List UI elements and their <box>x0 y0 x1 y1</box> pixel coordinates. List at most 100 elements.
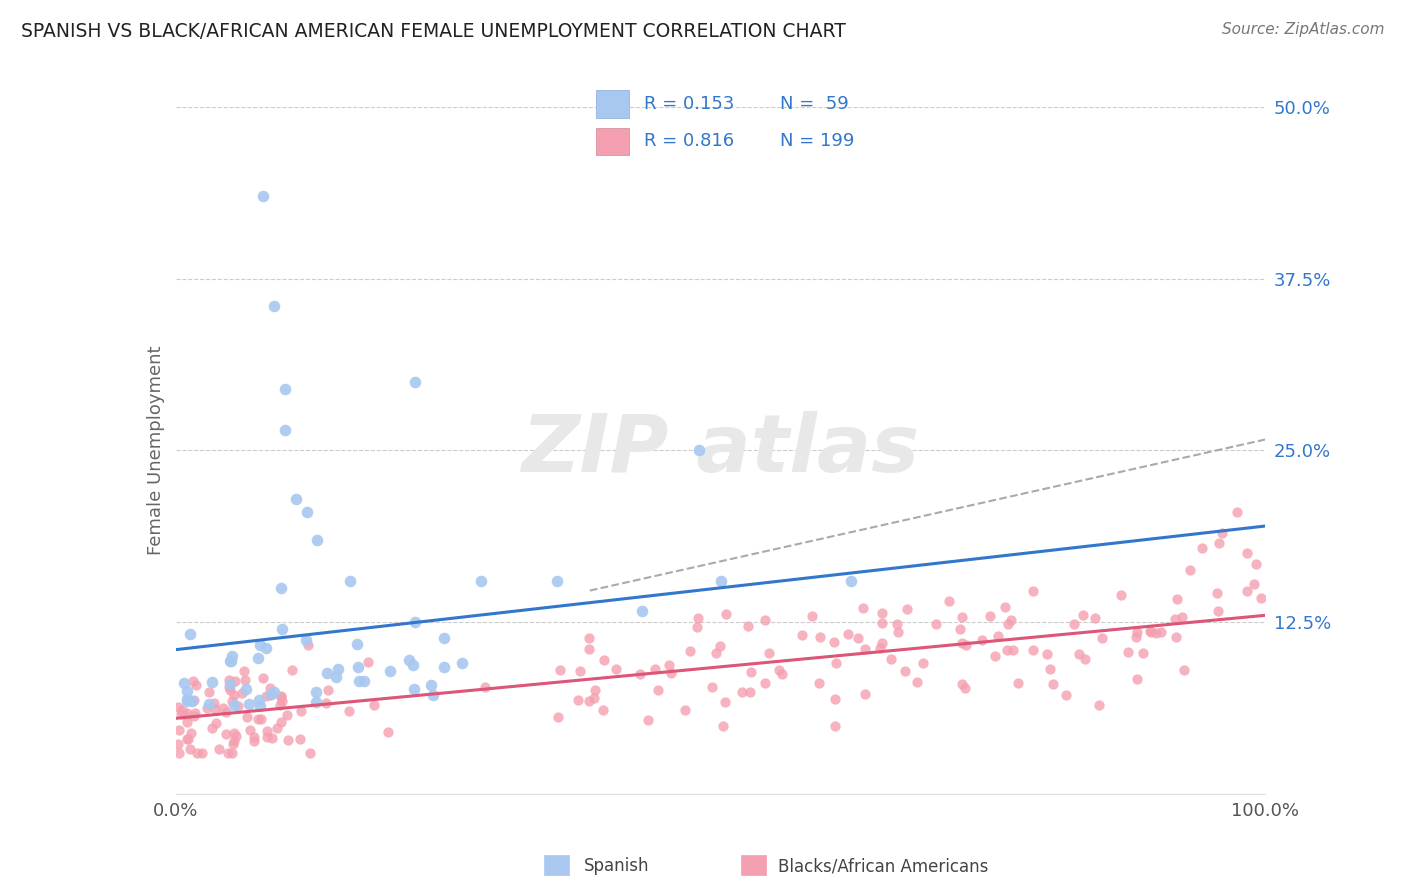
Point <box>569 664 592 678</box>
Point <box>433 659 456 673</box>
Point <box>252 671 274 685</box>
Point <box>950 677 973 691</box>
Point <box>191 746 214 760</box>
Point <box>1063 617 1085 632</box>
Point <box>870 636 893 650</box>
Point <box>790 628 813 642</box>
Point <box>1236 583 1258 598</box>
Point <box>714 695 737 709</box>
Point <box>224 698 246 712</box>
Point <box>238 697 260 711</box>
Point <box>679 644 702 658</box>
Point <box>824 719 846 733</box>
Point <box>950 609 973 624</box>
Point <box>402 682 425 697</box>
Point <box>176 683 198 698</box>
Point <box>1000 613 1022 627</box>
Text: N =  59: N = 59 <box>780 95 849 113</box>
Point <box>290 704 312 718</box>
Point <box>1111 588 1133 602</box>
Point <box>176 714 198 729</box>
Point <box>870 606 893 620</box>
Point <box>222 738 245 752</box>
Point <box>905 674 928 689</box>
Point <box>305 695 328 709</box>
Point <box>270 693 292 707</box>
Text: N = 199: N = 199 <box>780 132 855 150</box>
Point <box>195 701 218 715</box>
Point <box>276 707 298 722</box>
Point <box>172 703 194 717</box>
Point <box>846 631 869 645</box>
Point <box>295 505 318 519</box>
Point <box>578 631 600 645</box>
Point <box>181 694 204 708</box>
Point <box>730 685 752 699</box>
Point <box>260 731 283 745</box>
Point <box>316 682 339 697</box>
Point <box>326 661 349 675</box>
Point <box>404 615 426 629</box>
Point <box>176 692 198 706</box>
Point <box>605 663 627 677</box>
Point <box>880 652 903 666</box>
Point <box>1139 624 1161 639</box>
Point <box>1140 625 1163 640</box>
Point <box>252 189 274 203</box>
Point <box>204 701 226 715</box>
Point <box>686 611 709 625</box>
Point <box>768 663 790 677</box>
Point <box>380 664 402 678</box>
Bar <box>741 855 766 875</box>
Point <box>688 443 710 458</box>
Point <box>295 633 318 648</box>
Point <box>224 674 246 689</box>
Point <box>339 574 361 588</box>
Point <box>284 491 307 506</box>
Point <box>239 723 262 737</box>
Text: Blacks/African Americans: Blacks/African Americans <box>778 857 988 875</box>
Point <box>872 615 894 630</box>
Point <box>737 619 759 633</box>
Point <box>221 746 243 760</box>
Point <box>1132 647 1154 661</box>
Point <box>263 299 285 313</box>
Point <box>979 608 1001 623</box>
Point <box>1208 536 1230 550</box>
Point <box>176 694 198 708</box>
Point <box>824 691 846 706</box>
Point <box>233 664 256 678</box>
Point <box>886 617 908 632</box>
Point <box>170 706 193 721</box>
Point <box>167 746 190 760</box>
Point <box>173 706 195 721</box>
Point <box>1022 643 1045 657</box>
Point <box>567 693 589 707</box>
Point <box>337 704 360 718</box>
Point <box>218 683 240 698</box>
Point <box>548 663 571 677</box>
Point <box>1170 610 1192 624</box>
Point <box>218 680 240 694</box>
Point <box>709 639 731 653</box>
Point <box>249 638 271 652</box>
Point <box>950 636 973 650</box>
Point <box>183 693 205 707</box>
Point <box>1178 564 1201 578</box>
Point <box>853 641 876 656</box>
Point <box>357 655 380 669</box>
Point <box>250 712 273 726</box>
Point <box>297 638 319 652</box>
Point <box>1205 586 1227 600</box>
Point <box>1042 677 1064 691</box>
Point <box>363 698 385 713</box>
Point <box>1007 676 1029 690</box>
Point <box>970 633 993 648</box>
Point <box>984 648 1007 663</box>
Point <box>1236 546 1258 560</box>
Point <box>837 627 859 641</box>
Point <box>176 706 198 720</box>
Point <box>173 675 195 690</box>
Bar <box>544 855 569 875</box>
Point <box>1125 672 1147 686</box>
